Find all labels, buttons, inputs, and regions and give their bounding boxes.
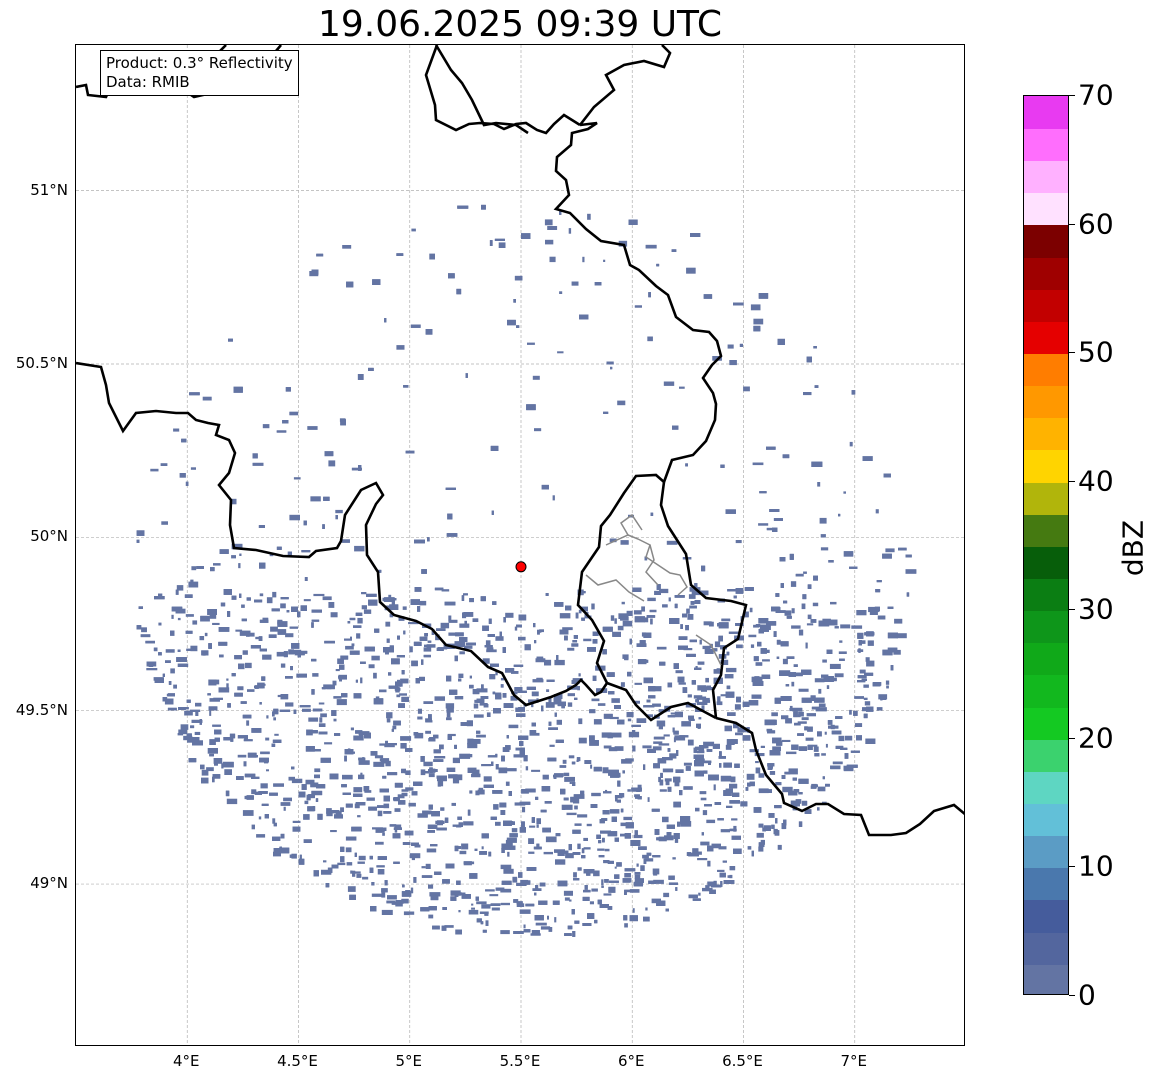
product-label: Product: 0.3° Reflectivity: [106, 54, 293, 72]
x-tick-label: 6.5°E: [722, 1052, 763, 1070]
colorbar-segment: [1024, 610, 1068, 644]
radar-site-marker: [515, 561, 527, 573]
border-be-fr: [76, 361, 609, 707]
colorbar-segment: [1024, 963, 1068, 994]
border-lu-fr: [606, 681, 717, 722]
data-source-label: Data: RMIB: [106, 73, 190, 91]
district-line: [605, 534, 688, 596]
colorbar-segment: [1024, 481, 1068, 515]
colorbar-tick: [1069, 223, 1075, 225]
colorbar-segment: [1024, 224, 1068, 258]
y-tick-label: 51°N: [30, 180, 68, 199]
colorbar-tick: [1069, 609, 1075, 611]
border-be-lu: [576, 473, 665, 684]
map-title: 19.06.2025 09:39 UTC: [317, 4, 723, 45]
radar-map[interactable]: [75, 44, 965, 1046]
colorbar-tick-label: 20: [1078, 721, 1114, 755]
border-nl-de-north: [434, 45, 529, 135]
colorbar-segment: [1024, 578, 1068, 612]
y-tick-label: 49.5°N: [15, 700, 68, 719]
colorbar-tick: [1069, 480, 1075, 482]
colorbar-segment: [1024, 449, 1068, 483]
colorbar-segment: [1024, 931, 1068, 965]
reflectivity-echoes: [136, 204, 917, 937]
colorbar-segment: [1024, 385, 1068, 419]
colorbar-tick-label: 50: [1078, 335, 1114, 369]
district-line: [695, 634, 722, 666]
colorbar-segment: [1024, 706, 1068, 740]
colorbar-tick: [1069, 95, 1075, 96]
colorbar-tick-label: 70: [1078, 78, 1114, 112]
x-tick-label: 6°E: [617, 1052, 645, 1070]
colorbar-segment: [1024, 674, 1068, 708]
colorbar-tick-label: 40: [1078, 464, 1114, 498]
colorbar-segment: [1024, 353, 1068, 387]
colorbar-tick-label: 0: [1078, 978, 1096, 1012]
border-fr-de: [715, 716, 964, 837]
colorbar-segment: [1024, 835, 1068, 869]
colorbar-segment: [1024, 642, 1068, 676]
colorbar-segment: [1024, 321, 1068, 354]
colorbar-segment: [1024, 256, 1068, 290]
y-tick-label: 50°N: [30, 527, 68, 546]
colorbar-segment: [1024, 192, 1068, 226]
luxembourg-district-lines: [585, 513, 722, 666]
colorbar-segment: [1024, 899, 1068, 933]
colorbar-segment: [1024, 867, 1068, 901]
radar-site: [515, 561, 527, 573]
product-info-box: Product: 0.3° Reflectivity Data: RMIB: [100, 50, 299, 96]
colorbar-segment: [1024, 546, 1068, 579]
border-nl-de: [578, 45, 672, 126]
y-tick-label: 50.5°N: [15, 353, 68, 372]
colorbar-tick: [1069, 737, 1075, 739]
district-line: [645, 544, 659, 586]
map-gridlines: [76, 45, 964, 1045]
colorbar-segment: [1024, 513, 1068, 547]
y-tick-label: 49°N: [30, 874, 68, 893]
colorbar-tick-label: 10: [1078, 849, 1114, 883]
colorbar-segment: [1024, 160, 1068, 194]
colorbar-segment: [1024, 96, 1068, 129]
colorbar-tick: [1069, 352, 1075, 354]
x-tick-label: 4.5°E: [277, 1052, 318, 1070]
colorbar-tick: [1069, 866, 1075, 868]
colorbar-unit-label: dBZ: [1116, 519, 1150, 577]
colorbar-tick: [1069, 995, 1075, 996]
map-canvas: [76, 45, 964, 1045]
district-line: [620, 513, 643, 536]
border-lu-de: [659, 481, 748, 719]
colorbar-segment: [1024, 803, 1068, 837]
colorbar-tick-label: 60: [1078, 207, 1114, 241]
colorbar-segment: [1024, 288, 1068, 322]
colorbar: [1023, 95, 1069, 995]
x-tick-label: 4°E: [172, 1052, 200, 1070]
x-tick-label: 5.5°E: [499, 1052, 541, 1070]
colorbar-segment: [1024, 417, 1068, 451]
colorbar-tick-label: 30: [1078, 592, 1114, 626]
x-tick-label: 7°E: [840, 1052, 868, 1070]
border-be-nl: [424, 45, 581, 135]
colorbar-segment: [1024, 771, 1068, 804]
colorbar-segment: [1024, 738, 1068, 772]
border-be-de: [553, 121, 723, 483]
x-tick-label: 5°E: [395, 1052, 423, 1070]
colorbar-segment: [1024, 128, 1068, 162]
district-line: [585, 574, 645, 602]
